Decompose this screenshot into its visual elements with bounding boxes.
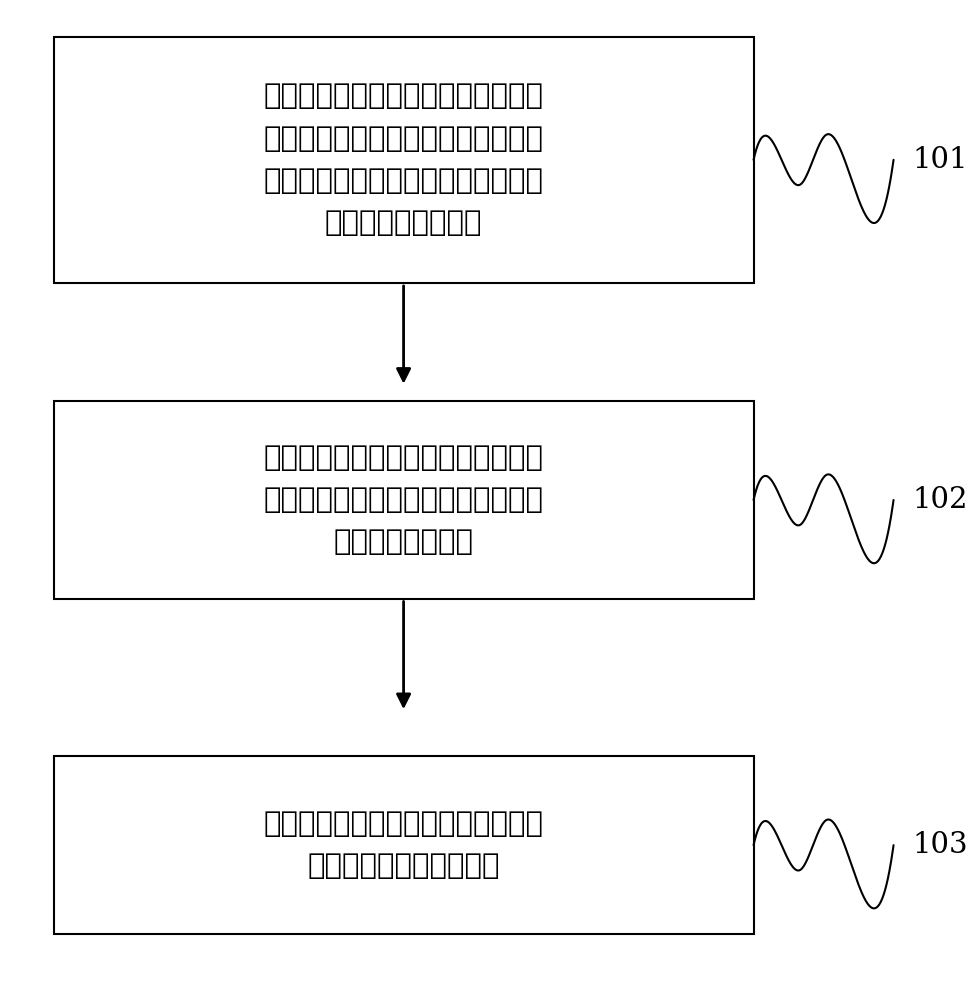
Text: 101: 101	[912, 146, 967, 174]
Bar	[54, 37, 754, 283]
Text: 103: 103	[912, 831, 968, 859]
Bar	[54, 401, 754, 599]
Bar	[54, 756, 754, 934]
Text: 将配置数据和运行数据存储于单独存
储空间中，生成用户资源: 将配置数据和运行数据存储于单独存 储空间中，生成用户资源	[264, 810, 544, 880]
Text: 在与资源类型对应的云数据库中开辟
单独存储空间，云数据库支持多种类
型在线服务的运行: 在与资源类型对应的云数据库中开辟 单独存储空间，云数据库支持多种类 型在线服务的…	[264, 444, 544, 556]
Text: 响应于对用户资源的建立指令，确定
与建立指令对应的资源类型，用户资
源表示用户在进行在线服务过程中的
配置数据和运行数据: 响应于对用户资源的建立指令，确定 与建立指令对应的资源类型，用户资 源表示用户在…	[264, 82, 544, 237]
Text: 102: 102	[912, 486, 967, 514]
